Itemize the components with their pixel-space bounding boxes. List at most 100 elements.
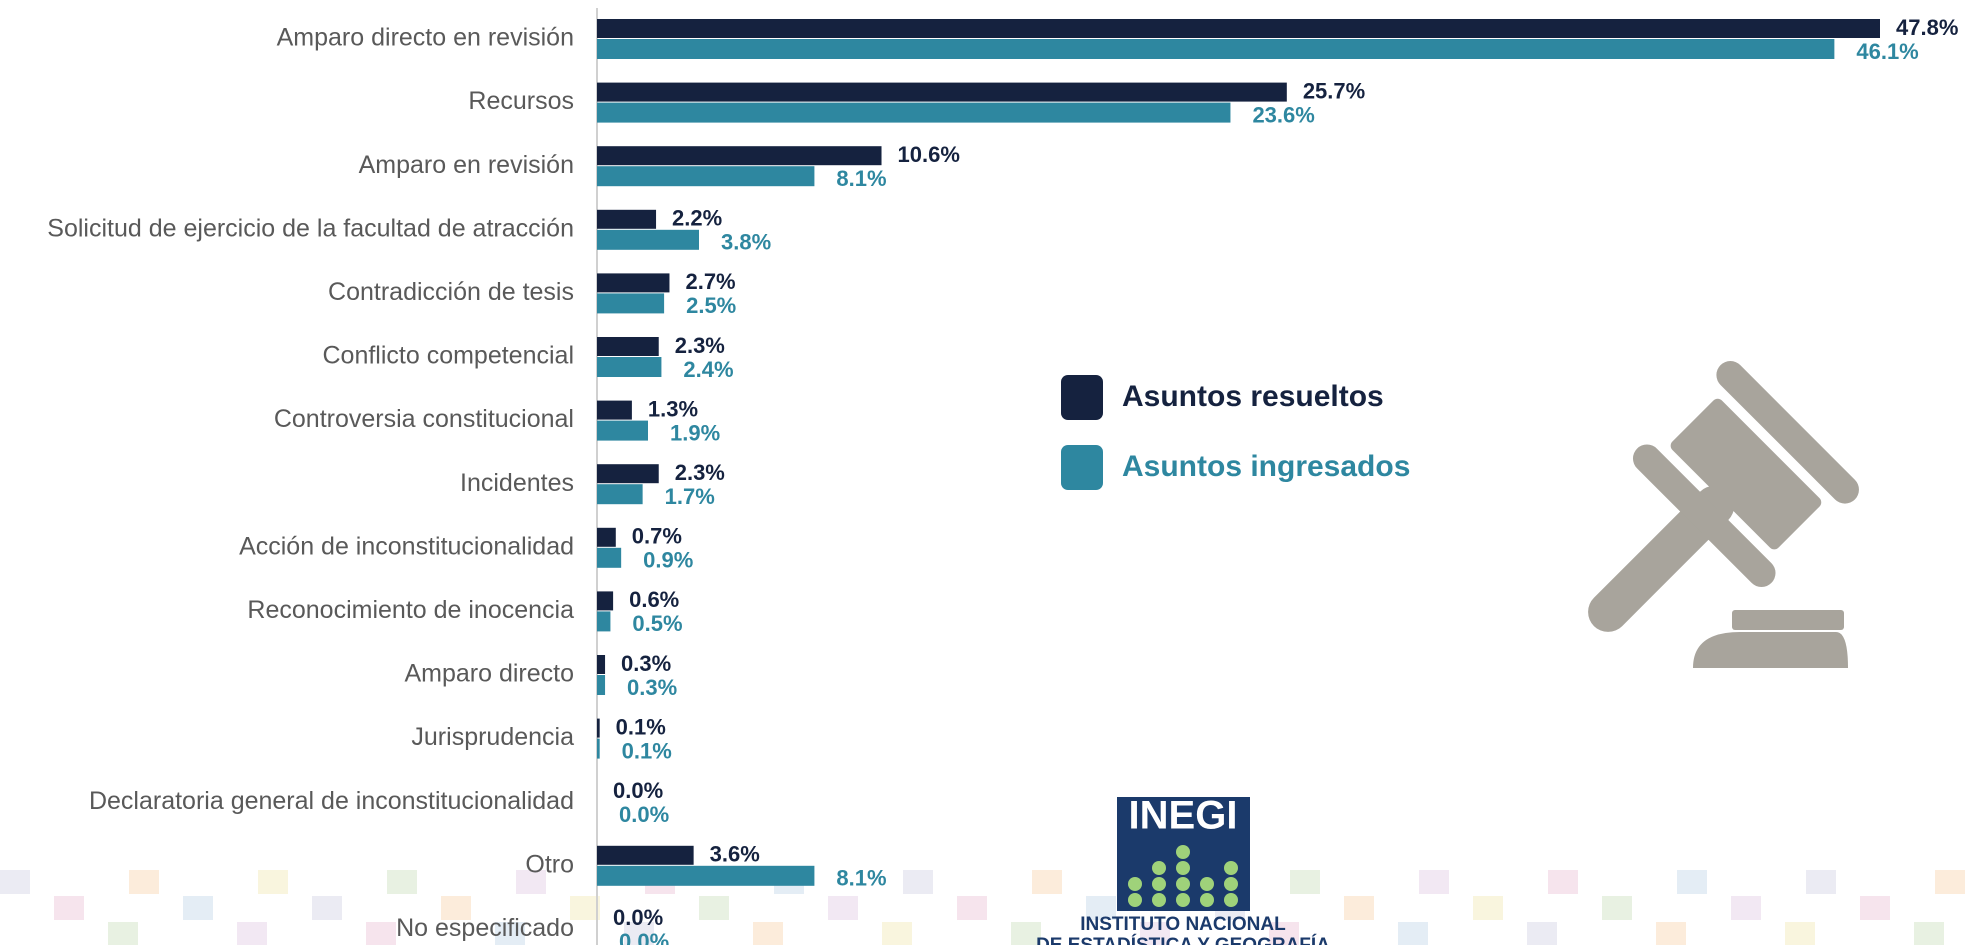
legend-swatch (1061, 375, 1103, 420)
data-label: 0.3% (627, 675, 677, 700)
category-label: Jurisprudencia (411, 723, 574, 751)
data-label: 2.7% (685, 269, 735, 294)
data-label: 0.5% (632, 611, 682, 636)
mosaic-tile (312, 896, 342, 920)
logo-dot (1176, 877, 1190, 891)
bar (597, 82, 1287, 102)
bar (597, 39, 1835, 59)
bar (597, 865, 815, 886)
logo-dot (1224, 893, 1238, 907)
bar (597, 675, 606, 695)
category-label: Incidentes (460, 469, 574, 497)
mosaic-tile (54, 896, 84, 920)
mosaic-tile (699, 896, 729, 920)
category-label: Solicitud de ejercicio de la facultad de… (47, 214, 574, 242)
data-label: 2.4% (683, 357, 733, 382)
mosaic-tile (1914, 922, 1944, 945)
data-label: 0.0% (613, 905, 663, 930)
data-label: 3.6% (710, 842, 760, 867)
bar (597, 845, 694, 865)
logo-line: DE ESTADÍSTICA Y GEOGRAFÍA (1036, 934, 1330, 945)
data-label: 46.1% (1856, 39, 1918, 64)
mosaic-tile (108, 922, 138, 945)
mosaic-tile (1473, 896, 1503, 920)
data-label: 23.6% (1252, 102, 1314, 127)
bar (597, 337, 659, 356)
logo-dot (1224, 861, 1238, 875)
bar (597, 420, 648, 441)
data-label: 0.1% (616, 714, 666, 739)
data-label: 1.9% (670, 420, 720, 445)
bar (597, 464, 659, 484)
data-label: 3.8% (721, 230, 771, 255)
category-label: Acción de inconstitucionalidad (239, 532, 574, 560)
mosaic-tile (237, 922, 267, 945)
category-label: Declaratoria general de inconstitucional… (89, 787, 574, 815)
category-label: No especificado (396, 914, 574, 942)
logo-dot (1200, 893, 1214, 907)
bar (597, 19, 1880, 38)
mosaic-tile (1032, 870, 1062, 894)
data-label: 25.7% (1303, 78, 1365, 103)
data-label: 0.6% (629, 587, 679, 612)
data-label: 47.8% (1896, 15, 1958, 40)
data-label: 0.0% (619, 802, 669, 827)
mosaic-tile (882, 922, 912, 945)
data-label: 8.1% (836, 866, 886, 891)
data-label: 2.3% (675, 460, 725, 485)
bar (597, 146, 882, 166)
mosaic-tile (1602, 896, 1632, 920)
data-label: 1.7% (665, 484, 715, 509)
data-label: 0.1% (622, 738, 672, 763)
mosaic-tile (1086, 896, 1116, 920)
mosaic-tile (1677, 870, 1707, 894)
mosaic-tile (1344, 896, 1374, 920)
bar (597, 655, 606, 674)
bar (597, 547, 622, 568)
logo-dot (1128, 877, 1142, 891)
bar (597, 611, 611, 632)
mosaic-tile (903, 870, 933, 894)
mosaic-tile (495, 922, 525, 945)
logo-line: INSTITUTO NACIONAL (1080, 914, 1286, 935)
bar (597, 738, 600, 759)
category-label: Contradicción de tesis (328, 278, 574, 306)
data-label: 0.0% (613, 778, 663, 803)
data-label: 2.5% (686, 293, 736, 318)
mosaic-tile (1860, 896, 1890, 920)
bar (597, 400, 632, 420)
mosaic-tile (1806, 870, 1836, 894)
logo-dot (1152, 877, 1166, 891)
data-label: 0.3% (621, 651, 671, 676)
data-label: 0.7% (632, 524, 682, 549)
bar (597, 293, 665, 314)
mosaic-tile (183, 896, 213, 920)
logo-dot (1152, 893, 1166, 907)
mosaic-tile (1398, 922, 1428, 945)
mosaic-tile (1935, 870, 1965, 894)
mosaic-tile (129, 870, 159, 894)
logo-dot (1128, 893, 1142, 907)
mosaic-tile (753, 922, 783, 945)
data-label: 8.1% (836, 166, 886, 191)
mosaic-tile (366, 922, 396, 945)
category-label: Amparo directo en revisión (277, 24, 574, 52)
mosaic-tile (828, 896, 858, 920)
mosaic-tile (1527, 922, 1557, 945)
bar (597, 484, 643, 505)
mosaic-tile (1140, 922, 1170, 945)
data-label: 1.3% (648, 396, 698, 421)
category-label: Amparo directo (404, 660, 574, 688)
logo-dot (1224, 877, 1238, 891)
category-label: Conflicto competencial (322, 342, 574, 370)
bar (597, 718, 600, 738)
logo-acronym: INEGI (1129, 794, 1238, 838)
data-label: 2.3% (675, 333, 725, 358)
logo-dot (1176, 861, 1190, 875)
mosaic-tile (1290, 870, 1320, 894)
mosaic-tile (1656, 922, 1686, 945)
bar (597, 166, 815, 187)
category-label: Otro (525, 850, 574, 878)
category-label: Reconocimiento de inocencia (247, 596, 574, 624)
